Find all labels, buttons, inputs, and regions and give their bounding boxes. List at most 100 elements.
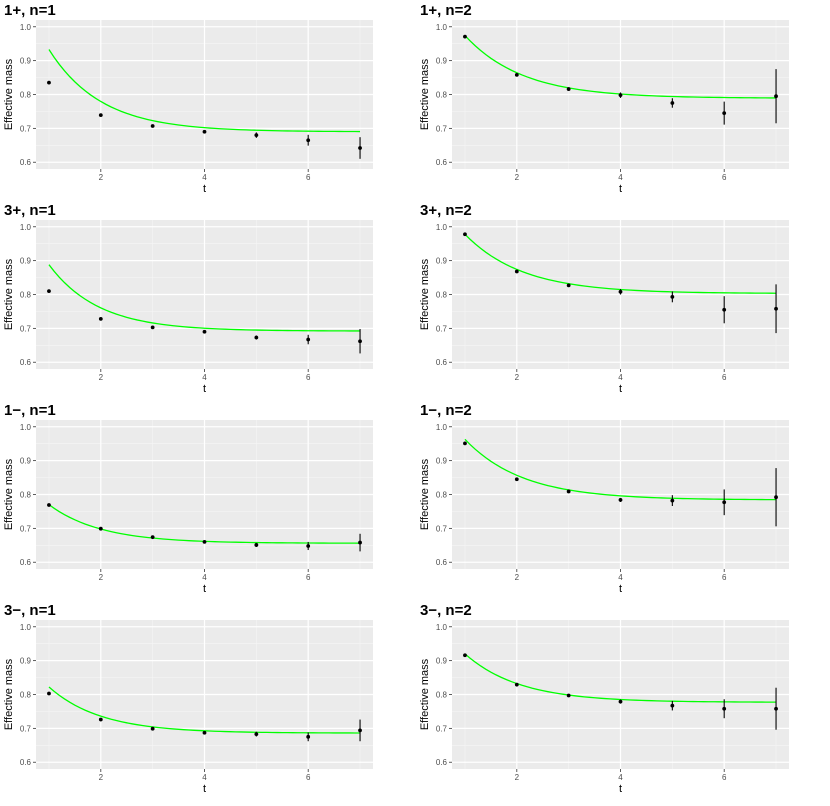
data-point — [202, 129, 207, 134]
y-axis-label: Effective mass — [419, 458, 431, 530]
x-tick-label: 4 — [618, 773, 623, 782]
y-tick-label: 0.8 — [20, 691, 32, 700]
x-tick-label: 4 — [618, 373, 623, 382]
chart-panel: 3+, n=2 2 4 6 0.6 0.7 0.8 0.9 1.0 t Effective mass — [419, 202, 789, 395]
data-point — [618, 289, 623, 294]
data-point — [47, 503, 51, 507]
data-point — [722, 111, 727, 116]
y-tick-label: 0.6 — [436, 758, 448, 767]
chart-panel: 1+, n=2 2 4 6 0.6 0.7 0.8 0.9 1.0 t Effective mass — [419, 2, 789, 195]
data-point — [670, 101, 675, 105]
data-point — [202, 730, 207, 735]
data-point — [514, 682, 519, 687]
data-point — [306, 544, 311, 548]
data-point — [618, 93, 623, 98]
y-tick-label: 1.0 — [20, 223, 32, 232]
data-point — [566, 693, 571, 698]
data-point — [722, 307, 727, 312]
data-point — [670, 294, 675, 299]
data-point — [358, 540, 362, 545]
panel-title: 3+, n=1 — [4, 202, 56, 219]
y-axis-label: Effective mass — [3, 258, 15, 330]
data-point — [306, 337, 311, 342]
y-tick-label: 0.8 — [20, 291, 32, 300]
y-tick-label: 0.6 — [436, 558, 448, 567]
x-tick-label: 6 — [722, 773, 727, 782]
y-tick-label: 0.9 — [20, 57, 32, 66]
y-tick-label: 0.8 — [436, 291, 448, 300]
y-tick-label: 0.7 — [436, 724, 448, 733]
x-tick-label: 4 — [202, 773, 207, 782]
data-point — [774, 94, 778, 99]
y-tick-label: 0.7 — [436, 524, 448, 533]
x-axis-label: t — [203, 183, 206, 195]
x-axis-label: t — [619, 383, 622, 395]
panel-title: 3−, n=2 — [420, 602, 472, 619]
y-tick-label: 1.0 — [20, 623, 32, 632]
y-tick-label: 0.9 — [20, 657, 32, 666]
x-tick-label: 2 — [99, 173, 104, 182]
fit-curve — [48, 264, 361, 332]
panel-title: 1+, n=1 — [4, 2, 56, 19]
y-axis-label: Effective mass — [419, 58, 431, 130]
y-tick-label: 1.0 — [436, 423, 448, 432]
data-point — [98, 717, 103, 722]
data-point — [774, 706, 778, 711]
y-tick-label: 1.0 — [436, 23, 448, 32]
data-point — [202, 540, 207, 544]
x-tick-label: 2 — [99, 573, 104, 582]
y-tick-label: 0.9 — [436, 57, 448, 66]
data-point — [202, 329, 207, 334]
y-tick-label: 0.6 — [20, 558, 32, 567]
x-axis-label: t — [203, 783, 206, 795]
data-point — [358, 146, 362, 150]
chart-panel: 1−, n=2 2 4 6 0.6 0.7 0.8 0.9 1.0 t Effective mass — [419, 402, 789, 595]
y-axis-label: Effective mass — [3, 58, 15, 130]
y-tick-label: 0.7 — [436, 324, 448, 333]
y-tick-label: 0.7 — [20, 724, 32, 733]
y-tick-label: 0.7 — [20, 124, 32, 133]
y-tick-label: 0.9 — [20, 257, 32, 266]
y-tick-label: 0.9 — [436, 657, 448, 666]
data-point — [47, 691, 51, 696]
x-tick-label: 4 — [618, 173, 623, 182]
y-tick-label: 0.9 — [20, 457, 32, 466]
y-tick-label: 0.6 — [20, 758, 32, 767]
x-axis-label: t — [619, 783, 622, 795]
panel-title: 1−, n=1 — [4, 402, 56, 419]
data-point — [306, 734, 311, 739]
chart-panel: 3−, n=1 2 4 6 0.6 0.7 0.8 0.9 1.0 t Effective mass — [3, 602, 373, 795]
data-point — [722, 500, 727, 505]
data-point — [566, 283, 571, 288]
y-tick-label: 0.8 — [436, 691, 448, 700]
y-tick-label: 0.9 — [436, 457, 448, 466]
data-point — [150, 535, 155, 540]
x-tick-label: 2 — [515, 773, 520, 782]
data-point — [722, 706, 727, 711]
data-point — [98, 526, 103, 531]
x-axis-label: t — [203, 583, 206, 595]
data-point — [463, 232, 467, 237]
x-tick-label: 6 — [306, 373, 311, 382]
y-tick-label: 0.7 — [20, 524, 32, 533]
y-tick-label: 0.7 — [436, 124, 448, 133]
x-tick-label: 2 — [515, 573, 520, 582]
y-tick-label: 0.8 — [20, 491, 32, 500]
y-tick-label: 1.0 — [20, 423, 32, 432]
y-tick-label: 0.6 — [20, 158, 32, 167]
data-point — [47, 289, 51, 294]
panel-title: 3+, n=2 — [420, 202, 472, 219]
y-tick-label: 0.6 — [436, 158, 448, 167]
y-tick-label: 0.7 — [20, 324, 32, 333]
data-point — [514, 72, 519, 77]
y-tick-label: 0.6 — [20, 358, 32, 367]
data-point — [670, 703, 675, 708]
y-tick-label: 0.9 — [436, 257, 448, 266]
x-axis-label: t — [203, 383, 206, 395]
x-tick-label: 6 — [306, 573, 311, 582]
x-tick-label: 2 — [99, 773, 104, 782]
x-tick-label: 6 — [306, 773, 311, 782]
x-tick-label: 6 — [722, 373, 727, 382]
data-point — [774, 495, 778, 500]
data-point — [254, 732, 259, 737]
